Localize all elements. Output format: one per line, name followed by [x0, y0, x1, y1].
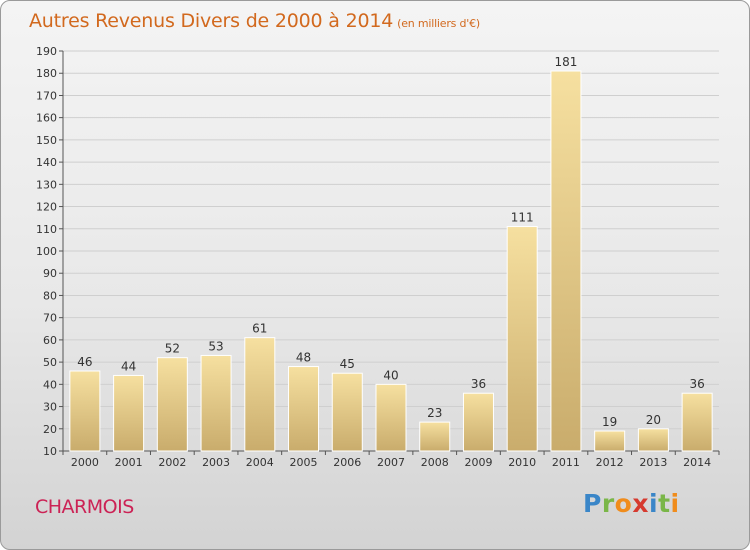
- data-label: 36: [471, 377, 486, 391]
- y-tick-label: 90: [43, 267, 57, 280]
- proxiti-logo[interactable]: Proxiti: [583, 489, 680, 518]
- y-tick-label: 160: [36, 112, 57, 125]
- data-label: 36: [689, 377, 704, 391]
- y-tick-label: 20: [43, 423, 57, 436]
- bar-2013: [637, 428, 669, 452]
- data-label: 19: [602, 415, 617, 429]
- x-tick-label: 2006: [333, 456, 361, 469]
- data-label: 53: [208, 339, 223, 353]
- x-tick-label: 2002: [158, 456, 186, 469]
- logo-letter: P: [583, 489, 602, 518]
- data-label: 44: [121, 359, 136, 373]
- grid-lines: [63, 50, 719, 452]
- x-tick-label: 2005: [290, 456, 318, 469]
- bar-2003: [200, 354, 232, 452]
- data-label: 20: [646, 413, 661, 427]
- data-label: 46: [77, 355, 92, 369]
- y-tick-label: 40: [43, 378, 57, 391]
- y-tick-label: 150: [36, 134, 57, 147]
- bar-2004: [244, 337, 276, 452]
- data-label: 61: [252, 322, 267, 336]
- bar-2005: [288, 366, 320, 452]
- logo-letter: t: [658, 489, 671, 518]
- y-tick-label: 190: [36, 45, 57, 58]
- data-label: 45: [340, 357, 355, 371]
- logo-letter: r: [601, 489, 615, 518]
- bar-2001: [113, 374, 145, 452]
- data-label: 111: [511, 211, 534, 225]
- bar-2007: [375, 383, 407, 452]
- data-label: 181: [554, 55, 577, 69]
- y-tick-label: 30: [43, 401, 57, 414]
- x-tick-label: 2014: [683, 456, 711, 469]
- x-tick-label: 2010: [508, 456, 536, 469]
- y-tick-label: 60: [43, 334, 57, 347]
- logo-letter: i: [649, 489, 659, 518]
- logo-letter: x: [632, 489, 649, 518]
- bar-2010: [506, 226, 538, 452]
- bar-2014: [681, 392, 713, 452]
- y-tick-label: 120: [36, 201, 57, 214]
- data-label: 23: [427, 406, 442, 420]
- x-tick-label: 2003: [202, 456, 230, 469]
- bar-2006: [331, 372, 363, 452]
- data-label: 52: [165, 342, 180, 356]
- logo-letter: o: [614, 489, 633, 518]
- bar-2008: [419, 421, 451, 452]
- chart-title: Autres Revenus Divers de 2000 à 2014 (en …: [29, 10, 480, 32]
- city-name: CHARMOIS: [35, 496, 134, 518]
- y-tick-label: 180: [36, 67, 57, 80]
- bar-2011: [550, 70, 582, 452]
- chart-subtitle: (en milliers d'€): [397, 17, 481, 30]
- bar-2009: [462, 392, 494, 452]
- title-text: Autres Revenus Divers de 2000 à 2014: [29, 10, 394, 32]
- logo-letter: i: [670, 489, 680, 518]
- x-tick-label: 2007: [377, 456, 405, 469]
- bar-2012: [594, 430, 626, 452]
- bar-2002: [156, 357, 188, 452]
- data-labels: 46 44 52 53 61 48 45 40 23 36 111 181 19 20 36: [77, 55, 705, 429]
- y-tick-label: 50: [43, 356, 57, 369]
- y-tick-label: 130: [36, 178, 57, 191]
- y-tick-label: 100: [36, 245, 57, 258]
- x-tick-label: 2012: [596, 456, 624, 469]
- x-tick-label: 2000: [71, 456, 99, 469]
- data-label: 40: [383, 368, 398, 382]
- x-tick-label: 2011: [552, 456, 580, 469]
- y-tick-label: 70: [43, 312, 57, 325]
- y-tick-label: 10: [43, 445, 57, 458]
- x-tick-label: 2001: [115, 456, 143, 469]
- x-tick-label: 2013: [639, 456, 667, 469]
- x-tick-label: 2009: [464, 456, 492, 469]
- y-tick-label: 170: [36, 89, 57, 102]
- x-tick-label: 2008: [421, 456, 449, 469]
- y-tick-label: 140: [36, 156, 57, 169]
- data-label: 48: [296, 351, 311, 365]
- x-tick-label: 2004: [246, 456, 274, 469]
- bars: [69, 70, 713, 452]
- bar-2000: [69, 370, 101, 452]
- y-tick-label: 80: [43, 289, 57, 302]
- y-tick-label: 110: [36, 223, 57, 236]
